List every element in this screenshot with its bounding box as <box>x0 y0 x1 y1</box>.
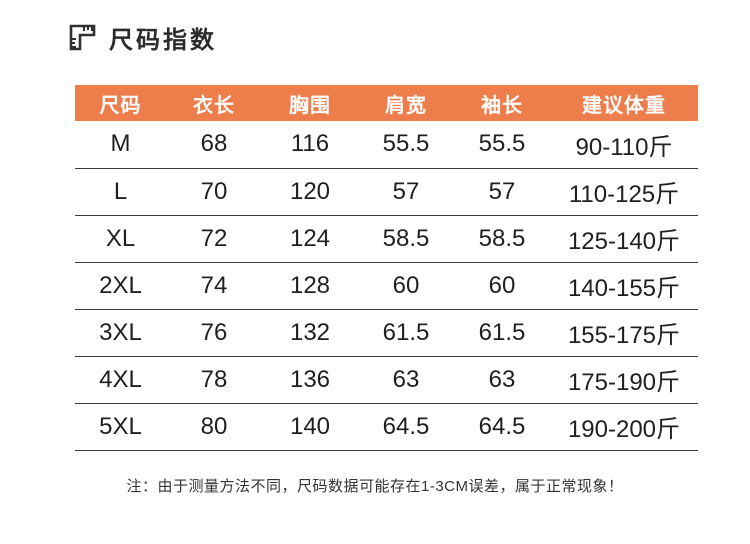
table-row: 3XL 76 132 61.5 61.5 155-175斤 <box>75 309 698 357</box>
size-table-header: 尺码 衣长 胸围 肩宽 袖长 建议体重 <box>75 85 698 121</box>
table-row: M 68 116 55.5 55.5 90-110斤 <box>75 121 698 169</box>
value-cell: 120 <box>262 168 358 216</box>
value-cell: 57 <box>358 168 454 216</box>
column-header-1: 尺码 <box>75 85 166 121</box>
size-cell: L <box>75 168 166 216</box>
value-cell: 116 <box>262 121 358 169</box>
value-cell: 64.5 <box>358 403 454 451</box>
size-cell: 2XL <box>75 262 166 310</box>
value-cell: 70 <box>166 168 262 216</box>
measurement-note: 注：由于测量方法不同，尺码数据可能存在1-3CM误差，属于正常现象！ <box>126 477 624 495</box>
value-cell: 155-175斤 <box>550 309 698 357</box>
value-cell: 63 <box>454 356 550 404</box>
value-cell: 140 <box>262 403 358 451</box>
value-cell: 190-200斤 <box>550 403 698 451</box>
header-row: 尺码 衣长 胸围 肩宽 袖长 建议体重 <box>75 85 698 121</box>
column-header-2: 衣长 <box>166 85 262 121</box>
value-cell: 64.5 <box>454 403 550 451</box>
section-header: 尺码指数 <box>0 0 750 54</box>
size-table: 尺码 衣长 胸围 肩宽 袖长 建议体重 M 68 116 55.5 55.5 90-110斤 L 70 1… <box>75 85 698 451</box>
value-cell: 58.5 <box>454 215 550 263</box>
value-cell: 60 <box>454 262 550 310</box>
value-cell: 175-190斤 <box>550 356 698 404</box>
value-cell: 61.5 <box>358 309 454 357</box>
value-cell: 55.5 <box>454 121 550 169</box>
size-cell: 5XL <box>75 403 166 451</box>
value-cell: 132 <box>262 309 358 357</box>
size-table-body: M 68 116 55.5 55.5 90-110斤 L 70 120 57 57 110-125斤 X… <box>75 121 698 451</box>
column-header-5: 袖长 <box>454 85 550 121</box>
section-title: 尺码指数 <box>109 26 217 54</box>
column-header-4: 肩宽 <box>358 85 454 121</box>
value-cell: 125-140斤 <box>550 215 698 263</box>
value-cell: 72 <box>166 215 262 263</box>
value-cell: 63 <box>358 356 454 404</box>
size-cell: 4XL <box>75 356 166 404</box>
value-cell: 140-155斤 <box>550 262 698 310</box>
size-cell: M <box>75 121 166 169</box>
value-cell: 60 <box>358 262 454 310</box>
size-cell: XL <box>75 215 166 263</box>
table-row: 4XL 78 136 63 63 175-190斤 <box>75 356 698 404</box>
column-header-3: 胸围 <box>262 85 358 121</box>
value-cell: 61.5 <box>454 309 550 357</box>
value-cell: 55.5 <box>358 121 454 169</box>
table-row: 2XL 74 128 60 60 140-155斤 <box>75 262 698 310</box>
value-cell: 136 <box>262 356 358 404</box>
value-cell: 128 <box>262 262 358 310</box>
table-row: 5XL 80 140 64.5 64.5 190-200斤 <box>75 403 698 451</box>
ruler-icon <box>66 21 98 53</box>
value-cell: 74 <box>166 262 262 310</box>
value-cell: 78 <box>166 356 262 404</box>
value-cell: 90-110斤 <box>550 121 698 169</box>
value-cell: 124 <box>262 215 358 263</box>
value-cell: 58.5 <box>358 215 454 263</box>
table-row: XL 72 124 58.5 58.5 125-140斤 <box>75 215 698 263</box>
size-cell: 3XL <box>75 309 166 357</box>
value-cell: 57 <box>454 168 550 216</box>
value-cell: 68 <box>166 121 262 169</box>
value-cell: 76 <box>166 309 262 357</box>
column-header-6: 建议体重 <box>550 85 698 121</box>
value-cell: 110-125斤 <box>550 168 698 216</box>
value-cell: 80 <box>166 403 262 451</box>
table-row: L 70 120 57 57 110-125斤 <box>75 168 698 216</box>
